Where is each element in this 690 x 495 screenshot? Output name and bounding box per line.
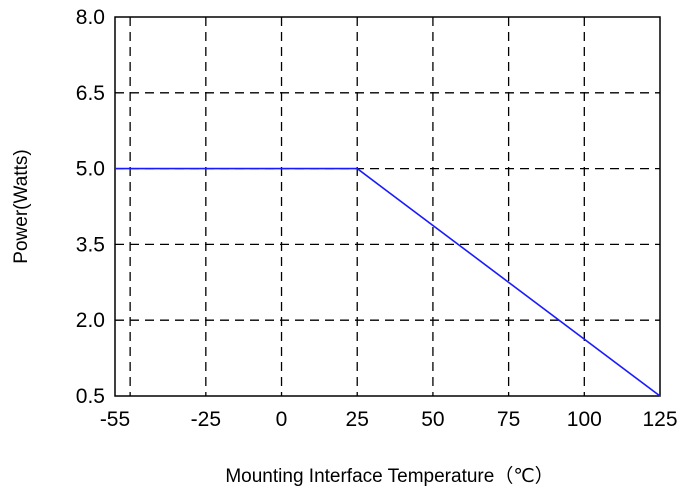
plot-frame — [114, 16, 661, 397]
y-tick-label: 5.0 — [76, 158, 105, 181]
series-line — [115, 167, 661, 397]
grid-lines — [115, 17, 660, 396]
x-tick-label: 25 — [346, 408, 369, 431]
series-group — [115, 167, 661, 397]
y-tick-label: 3.5 — [76, 233, 105, 256]
x-tick-label: -25 — [191, 408, 221, 431]
x-tick-label: 125 — [642, 408, 677, 431]
x-axis-label: Mounting Interface Temperature（℃） — [225, 465, 553, 487]
x-tick-label: 75 — [497, 408, 520, 431]
x-tick-label: -55 — [100, 408, 130, 431]
y-tick-label: 2.0 — [76, 309, 105, 332]
y-tick-label: 6.5 — [76, 82, 105, 105]
x-tick-labels: -55 -25 0 25 50 75 100 125 — [100, 408, 678, 431]
y-axis-label: Power(Watts) — [11, 149, 32, 263]
y-tick-labels: 0.5 2.0 3.5 5.0 6.5 8.0 — [76, 6, 105, 408]
y-tick-label: 8.0 — [76, 6, 105, 29]
x-tick-label: 100 — [567, 408, 602, 431]
y-tick-label: 0.5 — [76, 385, 105, 408]
x-tick-label: 50 — [421, 408, 444, 431]
x-tick-label: 0 — [276, 408, 288, 431]
